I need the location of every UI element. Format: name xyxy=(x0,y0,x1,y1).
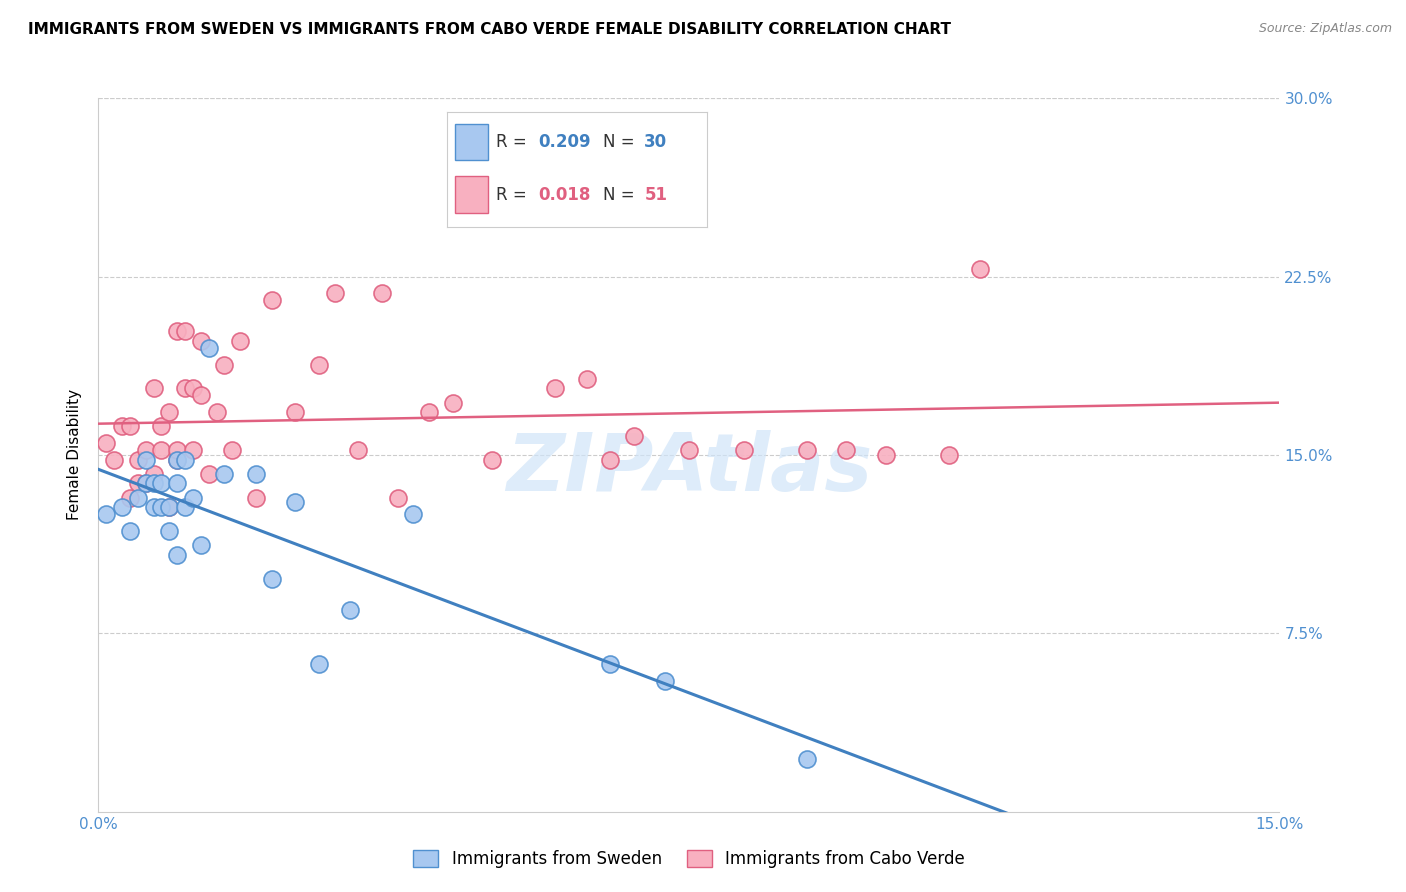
Text: ZIPAtlas: ZIPAtlas xyxy=(506,430,872,508)
Point xyxy=(371,286,394,301)
Point xyxy=(135,476,157,491)
Point xyxy=(221,443,243,458)
Text: IMMIGRANTS FROM SWEDEN VS IMMIGRANTS FROM CABO VERDE FEMALE DISABILITY CORRELATI: IMMIGRANTS FROM SWEDEN VS IMMIGRANTS FRO… xyxy=(28,22,950,37)
Point xyxy=(181,381,204,395)
Point xyxy=(96,436,118,450)
Point xyxy=(166,548,188,562)
Point xyxy=(214,358,236,372)
Point xyxy=(174,500,197,515)
Point xyxy=(127,491,149,505)
Point xyxy=(96,508,118,522)
Point xyxy=(190,538,212,552)
Point xyxy=(387,491,409,505)
Point xyxy=(260,293,283,308)
Point xyxy=(654,673,676,688)
Point xyxy=(733,443,755,458)
Point xyxy=(214,467,236,481)
Point xyxy=(339,602,361,616)
Point xyxy=(174,381,197,395)
Point xyxy=(142,381,165,395)
Point xyxy=(481,452,503,467)
Point xyxy=(197,341,219,355)
Point xyxy=(150,443,173,458)
Point xyxy=(157,405,180,419)
Point xyxy=(229,334,252,348)
Point xyxy=(260,572,283,586)
Point xyxy=(796,752,818,766)
Point xyxy=(441,395,464,409)
Point xyxy=(150,419,173,434)
Point xyxy=(127,476,149,491)
Point xyxy=(166,476,188,491)
Text: Source: ZipAtlas.com: Source: ZipAtlas.com xyxy=(1258,22,1392,36)
Point xyxy=(142,476,165,491)
Point xyxy=(284,405,307,419)
Point xyxy=(157,500,180,515)
Point xyxy=(157,524,180,538)
Point xyxy=(308,657,330,672)
Point xyxy=(135,476,157,491)
Point xyxy=(308,358,330,372)
Point xyxy=(284,495,307,509)
Point xyxy=(142,467,165,481)
Point xyxy=(969,262,991,277)
Point xyxy=(190,388,212,402)
Point xyxy=(135,452,157,467)
Point xyxy=(166,452,188,467)
Point xyxy=(166,452,188,467)
Point xyxy=(111,500,134,515)
Point xyxy=(174,452,197,467)
Point xyxy=(796,443,818,458)
Point xyxy=(544,381,567,395)
Point xyxy=(166,443,188,458)
Point xyxy=(599,452,621,467)
Legend: Immigrants from Sweden, Immigrants from Cabo Verde: Immigrants from Sweden, Immigrants from … xyxy=(406,843,972,875)
Point xyxy=(835,443,858,458)
Point xyxy=(142,500,165,515)
Point xyxy=(150,476,173,491)
Point xyxy=(181,443,204,458)
Point xyxy=(111,419,134,434)
Point xyxy=(418,405,440,419)
Point xyxy=(245,467,267,481)
Y-axis label: Female Disability: Female Disability xyxy=(67,389,83,521)
Point xyxy=(678,443,700,458)
Point xyxy=(402,508,425,522)
Point xyxy=(181,491,204,505)
Point xyxy=(623,429,645,443)
Point xyxy=(205,405,228,419)
Point xyxy=(575,372,598,386)
Point xyxy=(197,467,219,481)
Point xyxy=(174,324,197,338)
Point xyxy=(157,500,180,515)
Point xyxy=(135,443,157,458)
Point xyxy=(875,448,897,462)
Point xyxy=(938,448,960,462)
Point xyxy=(347,443,370,458)
Point xyxy=(166,324,188,338)
Point xyxy=(599,657,621,672)
Point xyxy=(323,286,346,301)
Point xyxy=(127,452,149,467)
Point xyxy=(245,491,267,505)
Point xyxy=(118,491,141,505)
Point xyxy=(103,452,125,467)
Point xyxy=(190,334,212,348)
Point xyxy=(118,524,141,538)
Point xyxy=(150,500,173,515)
Point xyxy=(118,419,141,434)
